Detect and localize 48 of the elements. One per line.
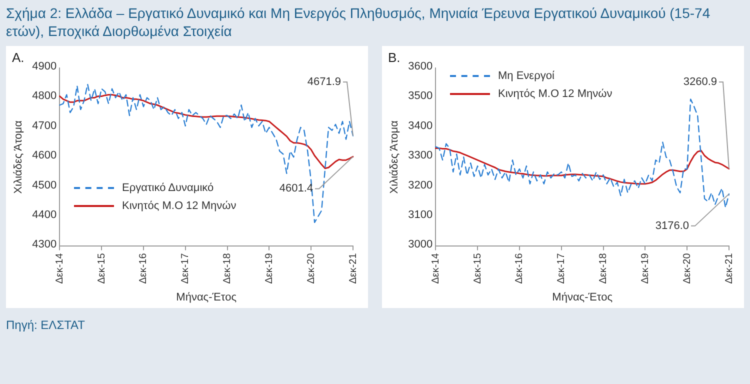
x-tick-label: Δεκ-19 bbox=[264, 252, 275, 284]
y-axis-title: Χιλιάδες Άτομα bbox=[12, 120, 25, 194]
x-tick-label: Δεκ-19 bbox=[640, 252, 651, 284]
line-series bbox=[435, 98, 730, 208]
x-tick-label: Δεκ-18 bbox=[598, 252, 610, 284]
x-tick-label: Δεκ-16 bbox=[514, 252, 526, 284]
x-axis-title: Μήνας-Έτος bbox=[176, 291, 237, 304]
x-tick-label: Δεκ-16 bbox=[138, 252, 150, 284]
y-tick-label: 3200 bbox=[408, 179, 433, 192]
x-tick-label: Δεκ-14 bbox=[430, 252, 442, 284]
y-axis-title: Χιλιάδες Άτομα bbox=[388, 120, 401, 194]
x-tick-label: Δεκ-21 bbox=[348, 252, 359, 284]
x-tick-label: Δεκ-14 bbox=[54, 252, 66, 284]
y-tick-label: 4900 bbox=[32, 60, 57, 73]
annotation: 4671.9 bbox=[307, 76, 342, 88]
annotation: 3176.0 bbox=[655, 220, 690, 232]
annotation: 3260.9 bbox=[683, 76, 718, 88]
y-tick-label: 4300 bbox=[32, 238, 57, 251]
y-tick-label: 3600 bbox=[408, 60, 433, 73]
y-tick-label: 3500 bbox=[408, 90, 433, 102]
x-tick-label: Δεκ-20 bbox=[682, 252, 693, 284]
legend-label: Εργατικό Δυναμικό bbox=[122, 182, 214, 194]
x-tick-label: Δεκ-20 bbox=[306, 252, 317, 284]
x-tick-label: Δεκ-21 bbox=[724, 252, 735, 284]
x-tick-label: Δεκ-17 bbox=[180, 252, 192, 284]
x-tick-label: Δεκ-15 bbox=[96, 252, 108, 284]
y-tick-label: 3100 bbox=[408, 209, 433, 222]
y-tick-label: 4600 bbox=[32, 150, 57, 162]
y-tick-label: 3400 bbox=[408, 120, 433, 132]
y-tick-label: 3300 bbox=[408, 150, 433, 162]
y-tick-label: 4500 bbox=[32, 179, 57, 192]
legend-label: Κινητός Μ.Ο 12 Μηνών bbox=[498, 88, 612, 100]
line-series bbox=[59, 84, 354, 224]
legend-label: Μη Ενεργοί bbox=[498, 70, 554, 82]
y-tick-label: 4400 bbox=[32, 209, 57, 222]
text: Πηγή: ΕΛΣΤΑΤ bbox=[6, 318, 86, 332]
x-axis-title: Μήνας-Έτος bbox=[552, 291, 613, 304]
x-tick-label: Δεκ-17 bbox=[556, 252, 568, 284]
annotation: 4601.4 bbox=[279, 182, 314, 195]
chart-subtitle: Α. bbox=[12, 50, 24, 65]
legend-label: Κινητός Μ.Ο 12 Μηνών bbox=[122, 200, 236, 212]
x-tick-label: Δεκ-15 bbox=[472, 252, 484, 284]
y-tick-label: 3000 bbox=[408, 238, 433, 251]
y-tick-label: 4700 bbox=[32, 120, 57, 132]
y-tick-label: 4800 bbox=[32, 90, 57, 102]
x-tick-label: Δεκ-18 bbox=[222, 252, 234, 284]
chart-subtitle: Β. bbox=[388, 50, 400, 65]
chart-title: Σχήμα 2: Ελλάδα – Εργατικό Δυναμικό και Μη Ενεργός Πληθυσμός, Μηνιαία Έρευνα Εργατικού Δυναμικού (15-74 ετών), Εποχικά Διορθωμένα Στοιχεία bbox=[6, 4, 712, 40]
